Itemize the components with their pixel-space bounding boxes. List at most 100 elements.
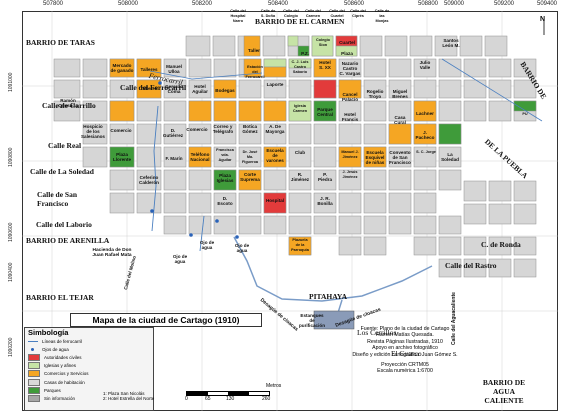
- legend-item: Parques: [25, 386, 153, 394]
- street-carrillo: Calle de Carrillo: [42, 101, 96, 110]
- sewage-drain: [233, 236, 433, 302]
- scale-unit: Metros: [266, 383, 282, 389]
- legend-item: Casas de habitación: [25, 378, 153, 386]
- neighborhood-guarco: El Guarco: [391, 349, 422, 358]
- bldg-julio: Julio Valle: [419, 60, 431, 70]
- legend-label: Casas de habitación: [44, 379, 85, 385]
- legend-label: Iglesias y afines: [44, 363, 77, 369]
- scale-tick: 130: [226, 396, 235, 402]
- label-hacienda: Hacienda de Don Juan Rafael Mata: [92, 248, 132, 258]
- legend-swatch: [28, 370, 40, 378]
- neighborhood-pitahaya: PITAHAYA: [309, 292, 348, 301]
- bldg-r-jimenez: R. Jiménez: [290, 172, 310, 182]
- bldg-dr-jose: Dr. José Ma. Figueroa: [241, 150, 259, 164]
- easting-tick: 508800: [418, 1, 439, 7]
- bldg-plaza-top: Plaza: [341, 51, 353, 56]
- legend-label: Parques: [44, 387, 61, 393]
- bldg-francisca: Francisca vda. Aguilar: [216, 148, 234, 162]
- street-ronda: C. de Ronda: [481, 240, 521, 249]
- bldg-casa-cural: Casa Cural: [394, 115, 406, 125]
- bldg-taller: Taller: [248, 48, 260, 53]
- bldg-laporte: Laporte: [266, 82, 284, 87]
- easting-tick: 507800: [43, 1, 64, 7]
- bldg-gerardo: Gerardo Coma: [165, 84, 183, 94]
- colored-blocks: [109, 35, 537, 256]
- bldg-ceferino: Ceferino Calderón: [139, 175, 159, 185]
- bldg-escuela-varones: Escuela de varones: [266, 148, 284, 163]
- northing-tick: 1090200: [8, 337, 14, 357]
- bldg-hospicio: Hospicio de los Salesianos: [80, 124, 105, 139]
- bldg-pz: P.Z.: [301, 51, 309, 56]
- bldg-d-gutierrez: D. Gutiérrez: [162, 128, 184, 138]
- bldg-botica: Botica Gómez: [242, 124, 258, 134]
- legend-item: Autoridades civiles: [25, 353, 153, 361]
- bldg-estanques: Estanques de purificación: [298, 313, 326, 328]
- bldg-plaza-iglesias: Plaza Iglesias: [216, 173, 234, 183]
- source-line: Ramón Matías Quesada.: [376, 332, 434, 339]
- legend-swatch: [28, 386, 40, 394]
- legend-item: Líneas de ferrocarril: [25, 337, 153, 345]
- source-line: Revista Páginas Ilustradas, 1910: [367, 338, 443, 345]
- bldg-corte: Corte Suprema: [240, 172, 260, 182]
- bldg-hotel-aguilar: Hotel Aguilar: [192, 84, 208, 94]
- northing-tick: 1090600: [8, 222, 14, 242]
- legend-label: Autoridades civiles: [44, 354, 82, 360]
- northing-tick: 1090400: [8, 262, 14, 282]
- top-street-label: Calle del Hospital Narro: [230, 9, 246, 23]
- source-line: Fuente: Plano de la ciudad de Cartago: [360, 326, 450, 332]
- northing-tick: 1091000: [8, 72, 14, 92]
- bldg-f-marin: F. Marín: [165, 156, 183, 161]
- railway-line: [149, 70, 263, 80]
- scale-tick: 65: [205, 396, 211, 402]
- top-street-label: Calle del Cuartel: [329, 9, 345, 18]
- bldg-miguel: Miguel Brenes: [392, 89, 408, 99]
- neighborhood-tejar: BARRIO EL TEJAR: [26, 293, 94, 302]
- scale-tick: 0: [185, 396, 188, 402]
- top-street-label: Calle del Carmen: [305, 9, 321, 18]
- bldg-hospital: Hospital: [265, 198, 285, 203]
- bldg-la-soledad: La Soledad: [441, 152, 459, 162]
- purification-ponds: [313, 310, 355, 330]
- bldg-p-piedra: P. Piedra: [317, 172, 333, 182]
- bldg-cuartel: Cuartel: [339, 40, 355, 45]
- bldg-anselmo: A. De Mayorga: [265, 124, 285, 134]
- legend-swatch: [28, 340, 38, 342]
- legend-swatch: [28, 347, 38, 352]
- neighborhood-taras: BARRIO DE TARAS: [26, 38, 95, 47]
- stream: [151, 105, 159, 232]
- easting-tick: 508000: [118, 1, 139, 7]
- bldg-d-escoto: D. Escoto: [217, 196, 233, 206]
- legend-swatch: [28, 353, 40, 361]
- street-real: Calle Real: [48, 141, 82, 150]
- neighborhood-arenilla: BARRIO DE ARENILLA: [26, 236, 110, 245]
- northing-tick: 1090800: [8, 147, 14, 167]
- bldg-convento: Convento de San Francisco: [389, 150, 411, 165]
- bldg-talleres-2: Talleres: [140, 86, 158, 91]
- bldg-comercio-1: Comercio: [110, 128, 132, 133]
- bldg-plazuela: Plazuela de la Parroquia: [291, 238, 309, 252]
- label-ojo-agua-1: Ojo de agua: [172, 254, 188, 264]
- easting-tick: 509200: [494, 1, 515, 7]
- top-street-label: Calle de S. Doña: [260, 9, 276, 18]
- source-line: Apoyo en archivo fotográfico: [372, 345, 438, 352]
- legend: Simbología Líneas de ferrocarril Ojos de …: [24, 327, 154, 411]
- north-label: N: [540, 16, 546, 23]
- note-1: 1: Plaza San Nicolás: [103, 391, 145, 396]
- neighborhood-agua-caliente: BARRIO DE AGUA CALIENTE: [482, 378, 526, 405]
- label-ojo-agua-3: Ojo de agua: [234, 243, 250, 253]
- label-ojo-agua-2: Ojo de agua: [199, 240, 215, 250]
- bldg-comercio-2: Comercio: [186, 127, 208, 132]
- street-soledad: Calle de La Soledad: [30, 167, 94, 176]
- legend-notes: 1: Plaza San Nicolás 2: Hotel Estrella d…: [103, 391, 154, 401]
- bldg-ramon: Ramón Quesada: [58, 98, 78, 108]
- street-laborio: Calle del Laborio: [36, 220, 92, 229]
- legend-label: Ojos de agua: [42, 346, 69, 352]
- bldg-cj-luis: C. J. Luis Castro Saborío: [291, 60, 309, 74]
- bldg-mercado: Mercado de ganado: [110, 63, 134, 73]
- legend-item: Comercios y Servicios: [25, 370, 153, 378]
- legend-title: Simbología: [28, 328, 69, 337]
- bldg-hotel-sx: Hotel S. XX: [319, 60, 331, 70]
- legend-item: Sin información: [25, 394, 153, 402]
- legend-swatch: [28, 394, 40, 402]
- legend-label: Sin información: [44, 395, 76, 401]
